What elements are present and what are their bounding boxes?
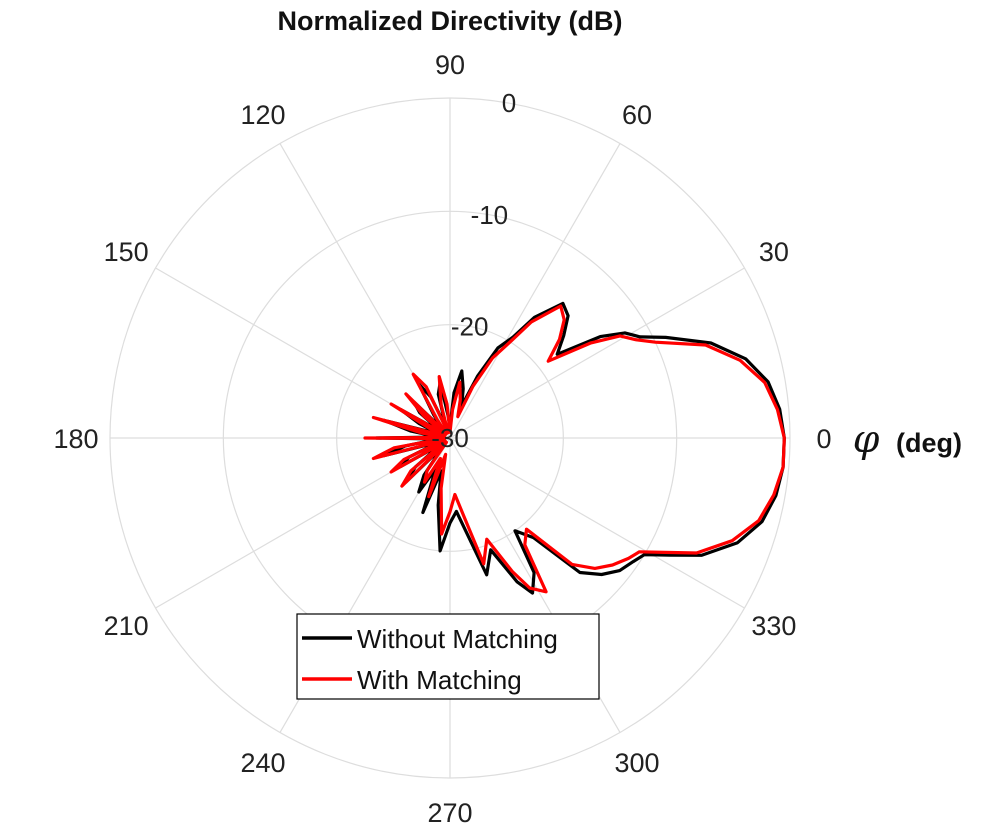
angle-tick-label: 120 — [240, 100, 285, 130]
legend-label-with-matching: With Matching — [357, 665, 522, 695]
angle-tick-label: 60 — [622, 100, 652, 130]
grid-spoke — [449, 143, 621, 439]
angle-tick-label: 330 — [751, 611, 796, 641]
angle-tick-labels: 0 30 60 90 120 150 180 210 240 270 300 330 — [53, 50, 831, 828]
angle-tick-label: 150 — [104, 237, 149, 267]
series-lines — [363, 301, 786, 595]
legend-label-without-matching: Without Matching — [357, 624, 558, 654]
radial-tick-label: -10 — [471, 200, 509, 230]
grid-spoke — [449, 267, 745, 439]
radial-tick-label: -30 — [431, 423, 469, 453]
radial-tick-label: 0 — [502, 88, 516, 118]
radial-tick-label: -20 — [451, 311, 489, 341]
angle-tick-label: 240 — [240, 748, 285, 778]
legend: Without Matching With Matching — [296, 613, 600, 700]
angle-tick-label: 30 — [759, 237, 789, 267]
radial-tick-labels: -30 -20 -10 0 — [431, 88, 516, 453]
phi-symbol: φ — [853, 417, 880, 461]
legend-box — [296, 613, 600, 700]
angle-unit-label: (deg) — [896, 428, 962, 458]
angle-tick-label: 300 — [614, 748, 659, 778]
angle-tick-label: 90 — [435, 50, 465, 80]
grid-spoke — [449, 437, 745, 609]
angle-tick-label: 0 — [816, 424, 831, 454]
angle-tick-label: 270 — [427, 798, 472, 828]
angle-tick-label: 210 — [104, 611, 149, 641]
angle-axis-label: φ (deg) — [853, 417, 962, 461]
series-line-with-matching — [363, 304, 786, 594]
chart-title: Normalized Directivity (dB) — [277, 6, 622, 36]
angle-tick-label: 180 — [53, 424, 98, 454]
